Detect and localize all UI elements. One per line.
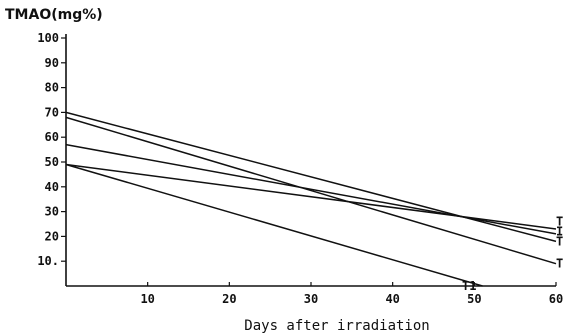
series-label: T xyxy=(556,214,563,228)
series-label: T xyxy=(556,234,563,248)
series-line xyxy=(65,163,557,230)
series-line xyxy=(65,143,557,235)
y-tick-label: 50 xyxy=(45,155,59,169)
chart-title: TMAO(mg%) xyxy=(5,7,103,23)
series-label: T xyxy=(556,257,563,271)
y-tick-label: 70 xyxy=(45,105,59,119)
y-tick-label: 100 xyxy=(37,31,59,45)
y-axis-ticks: 10. 20 30 40 50 60 70 80 90 100 xyxy=(37,31,66,268)
x-tick-label: 50 xyxy=(467,292,481,306)
series-label: I xyxy=(556,224,563,238)
series-line xyxy=(65,111,557,243)
x-tick-label: 30 xyxy=(304,292,318,306)
y-tick-label: 80 xyxy=(45,81,59,95)
x-tick-label: 40 xyxy=(385,292,399,306)
y-tick-label: 60 xyxy=(45,130,59,144)
y-tick-label: 40 xyxy=(45,180,59,194)
series-label: T1 xyxy=(462,279,476,293)
x-axis-ticks: 10 20 30 40 50 60 xyxy=(140,282,563,306)
x-tick-label: 60 xyxy=(549,292,563,306)
x-tick-label: 20 xyxy=(222,292,236,306)
y-tick-label: 90 xyxy=(45,56,59,70)
y-tick-label: 10. xyxy=(37,254,59,268)
y-tick-label: 20 xyxy=(45,229,59,243)
x-axis-label: Days after irradiation xyxy=(244,318,429,334)
series-line xyxy=(65,116,557,265)
x-tick-label: 10 xyxy=(140,292,154,306)
axes xyxy=(65,34,556,287)
y-tick-label: 30 xyxy=(45,205,59,219)
series-lines xyxy=(65,111,557,287)
series-line xyxy=(65,163,483,287)
